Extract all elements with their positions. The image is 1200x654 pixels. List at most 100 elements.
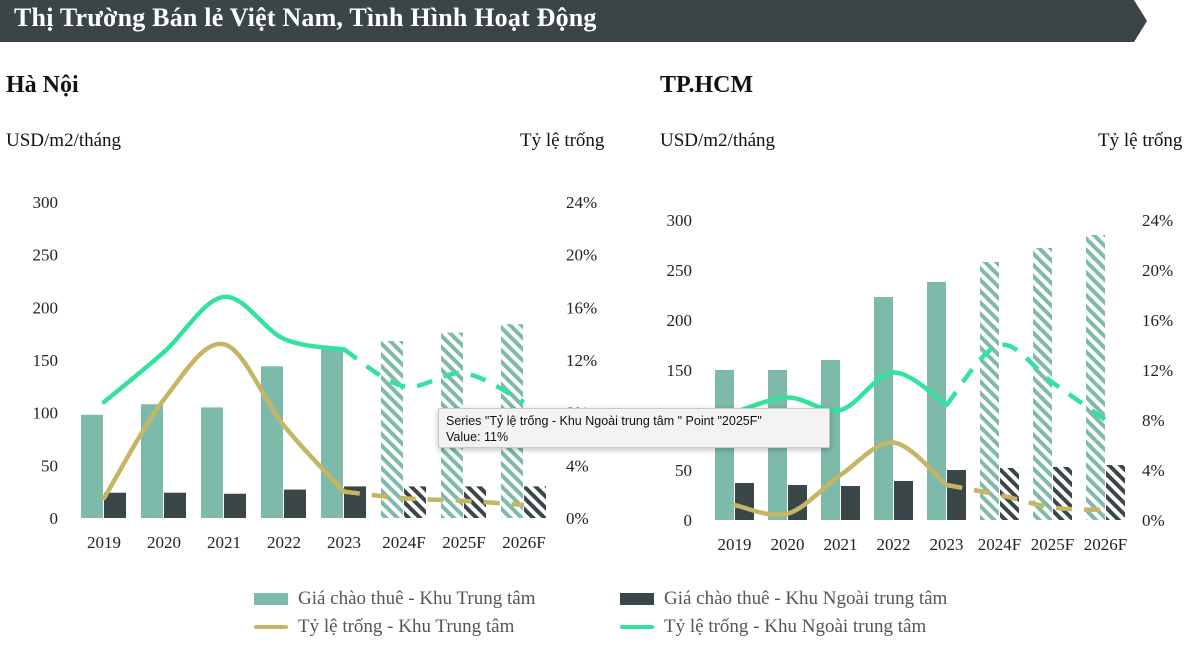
left-axis-tick-label: 200 (33, 298, 59, 317)
legend-swatch-rent-central (254, 593, 288, 605)
bar-rent-outer (404, 486, 426, 518)
line-vacancy-central-actual (732, 440, 949, 518)
bar-rent-central (141, 404, 163, 518)
page-title: Thị Trường Bán lẻ Việt Nam, Tình Hình Ho… (14, 3, 597, 32)
x-axis-tick-label: 2026F (1084, 535, 1127, 554)
left-axis-tick-label: 300 (33, 193, 59, 212)
line-vacancy-outer-forecast (944, 342, 1107, 422)
x-axis-tick-label: 2020 (147, 533, 181, 552)
line-vacancy-outer-actual (101, 294, 347, 405)
hanoi-right-axis-unit: Tỷ lệ trống (520, 130, 605, 151)
banner-arrow-shape (0, 0, 1147, 42)
line-vacancy-outer-forecast (342, 347, 526, 405)
x-axis-tick-label: 2020 (771, 535, 805, 554)
legend-label-rent-central: Giá chào thuê - Khu Trung tâm (298, 588, 536, 609)
hcmc-right-axis-unit: Tỷ lệ trống (1098, 130, 1183, 151)
bar-rent-outer (284, 489, 306, 518)
tooltip-value-line: Value: 11% (446, 430, 509, 444)
hcmc-chart-title: TP.HCM (660, 72, 754, 98)
left-axis-tick-label: 50 (41, 456, 58, 475)
right-axis-tick-label: 0% (566, 509, 589, 528)
legend-swatch-vacancy-central (254, 625, 288, 629)
x-axis-tick-label: 2025F (442, 533, 485, 552)
bar-rent-outer (104, 492, 126, 518)
x-axis-tick-label: 2024F (382, 533, 425, 552)
legend-item-rent-outer: Giá chào thuê - Khu Ngoài trung tâm (620, 587, 947, 611)
legend-label-vacancy-central: Tỷ lệ trống - Khu Trung tâm (298, 616, 515, 637)
x-axis-tick-label: 2021 (207, 533, 241, 552)
right-axis-tick-label: 4% (1142, 461, 1165, 480)
bar-rent-central (201, 407, 223, 518)
bar-rent-central (1033, 248, 1052, 520)
x-axis-tick-label: 2022 (267, 533, 301, 552)
bar-rent-outer (735, 483, 754, 520)
left-axis-tick-label: 250 (667, 261, 693, 280)
right-axis-tick-label: 12% (566, 351, 597, 370)
x-axis-tick-label: 2025F (1031, 535, 1074, 554)
bar-rent-outer (524, 486, 546, 518)
x-axis-tick-label: 2019 (87, 533, 121, 552)
x-axis-tick-label: 2021 (824, 535, 858, 554)
bar-rent-outer (947, 470, 966, 520)
left-axis-tick-label: 50 (675, 461, 692, 480)
bar-rent-central (321, 347, 343, 518)
x-axis-tick-label: 2022 (877, 535, 911, 554)
x-axis-tick-label: 2023 (327, 533, 361, 552)
data-tooltip: Series "Tỷ lệ trống - Khu Ngoài trung tâ… (438, 408, 830, 448)
line-vacancy-central-actual (101, 341, 347, 501)
bar-rent-outer (224, 493, 246, 518)
right-axis-tick-label: 12% (1142, 361, 1173, 380)
left-axis-tick-label: 100 (33, 404, 59, 423)
left-axis-tick-label: 150 (33, 351, 59, 370)
bar-rent-outer (464, 486, 486, 518)
bar-rent-central (261, 366, 283, 518)
right-axis-tick-label: 20% (566, 246, 597, 265)
left-axis-tick-label: 250 (33, 246, 59, 265)
right-axis-tick-label: 8% (1142, 411, 1165, 430)
hanoi-chart-title: Hà Nội (6, 72, 79, 98)
x-axis-tick-label: 2024F (978, 535, 1021, 554)
left-axis-tick-label: 300 (667, 211, 693, 230)
tooltip-series-line: Series "Tỷ lệ trống - Khu Ngoài trung tâ… (446, 414, 762, 428)
right-axis-tick-label: 4% (566, 456, 589, 475)
hanoi-chart: 0501001502002503000%4%8%12%16%20%24%2019… (33, 193, 598, 552)
hcmc-left-axis-unit: USD/m2/tháng (660, 130, 776, 151)
bar-rent-outer (894, 481, 913, 520)
line-vacancy-central-forecast (946, 482, 1106, 513)
left-axis-tick-label: 0 (684, 511, 693, 530)
x-axis-tick-label: 2023 (930, 535, 964, 554)
legend-label-rent-outer: Giá chào thuê - Khu Ngoài trung tâm (664, 588, 948, 609)
legend-label-vacancy-outer: Tỷ lệ trống - Khu Ngoài trung tâm (664, 616, 927, 637)
bar-rent-central (81, 414, 103, 518)
legend-swatch-vacancy-outer (620, 625, 654, 629)
legend-item-vacancy-central: Tỷ lệ trống - Khu Trung tâm (254, 615, 514, 639)
right-axis-tick-label: 0% (1142, 511, 1165, 530)
bar-rent-outer (164, 492, 186, 518)
legend-item-vacancy-outer: Tỷ lệ trống - Khu Ngoài trung tâm (620, 615, 926, 639)
right-axis-tick-label: 24% (1142, 211, 1173, 230)
bar-rent-outer (1053, 467, 1072, 520)
left-axis-tick-label: 200 (667, 311, 693, 330)
title-banner (0, 0, 1147, 42)
line-vacancy-outer-actual (732, 370, 949, 415)
bar-rent-outer (841, 486, 860, 520)
right-axis-tick-label: 16% (1142, 311, 1173, 330)
bar-rent-central (381, 341, 403, 518)
hcmc-chart: 0501001502002503000%4%8%12%16%20%24%2019… (667, 211, 1174, 554)
left-axis-tick-label: 150 (667, 361, 693, 380)
right-axis-tick-label: 16% (566, 298, 597, 317)
bar-rent-central (1086, 235, 1105, 520)
bar-rent-outer (1000, 468, 1019, 520)
x-axis-tick-label: 2026F (502, 533, 545, 552)
legend-item-rent-central: Giá chào thuê - Khu Trung tâm (254, 587, 535, 611)
right-axis-tick-label: 24% (566, 193, 597, 212)
hanoi-left-axis-unit: USD/m2/tháng (6, 130, 122, 151)
bar-rent-central (980, 262, 999, 520)
left-axis-tick-label: 0 (50, 509, 59, 528)
bar-rent-central (927, 282, 946, 520)
right-axis-tick-label: 20% (1142, 261, 1173, 280)
line-vacancy-central-forecast (343, 489, 525, 508)
bar-rent-central (874, 297, 893, 520)
x-axis-tick-label: 2019 (718, 535, 752, 554)
legend-swatch-rent-outer (620, 593, 654, 605)
